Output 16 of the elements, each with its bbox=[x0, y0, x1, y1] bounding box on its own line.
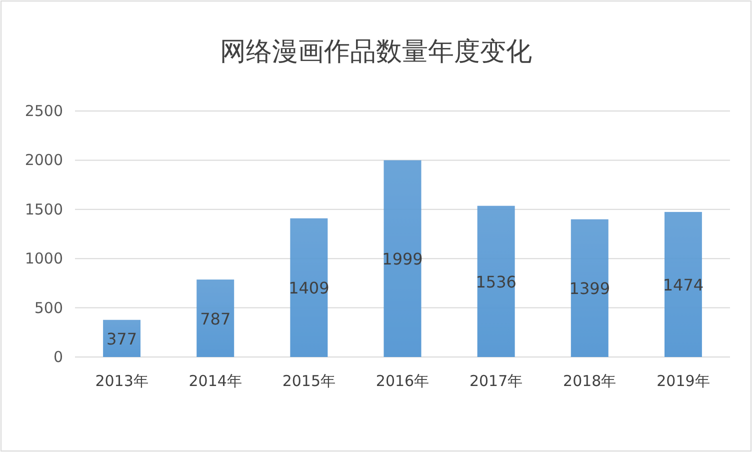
x-tick-label: 2015年 bbox=[282, 372, 336, 390]
y-tick-label: 0 bbox=[53, 348, 63, 366]
x-tick-label: 2019年 bbox=[656, 372, 710, 390]
x-tick-label: 2014年 bbox=[188, 372, 242, 390]
data-label: 377 bbox=[106, 329, 138, 348]
chart-title: 网络漫画作品数量年度变化 bbox=[220, 37, 532, 67]
y-tick-label: 1000 bbox=[24, 250, 63, 268]
y-tick-label: 500 bbox=[34, 298, 63, 317]
x-tick-label: 2017年 bbox=[469, 372, 523, 390]
x-tick-label: 2018年 bbox=[563, 372, 616, 390]
y-tick-label: 1500 bbox=[24, 200, 63, 218]
x-tick-label: 2016年 bbox=[376, 372, 430, 390]
y-tick-label: 2000 bbox=[24, 151, 63, 170]
x-tick-label: 2013年 bbox=[95, 372, 148, 390]
data-label: 787 bbox=[200, 309, 231, 328]
y-tick-label: 2500 bbox=[24, 102, 63, 120]
